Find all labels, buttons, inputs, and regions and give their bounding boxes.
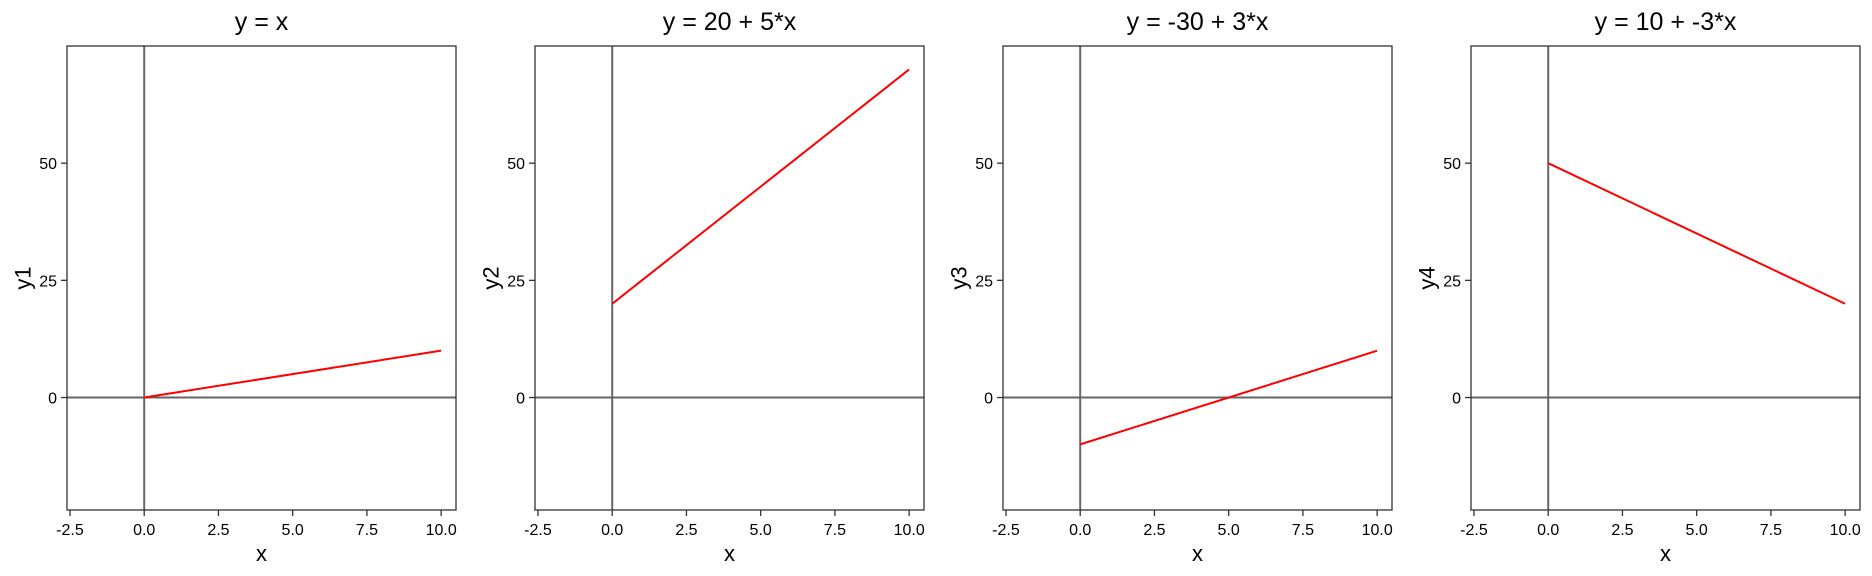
y-tick-label: 0 [984,391,993,408]
x-tick-label: -2.5 [524,522,552,539]
x-axis-label: x [1192,541,1203,566]
y-tick-label: 50 [39,156,57,173]
panel-title: y = 20 + 5*x [663,8,797,36]
x-tick-label: 5.0 [1218,522,1240,539]
x-tick-label: 7.5 [356,522,378,539]
series-line [1079,349,1378,446]
x-tick-label: 5.0 [1686,522,1708,539]
x-tick-label: 0.0 [1537,522,1559,539]
y-tick-label: 50 [1443,156,1461,173]
panel-title: y = 10 + -3*x [1595,8,1737,36]
y-tick-label: 25 [507,273,525,290]
series-line [611,68,910,305]
plot-frame [66,45,457,511]
panel-3: y = -30 + 3*x x y3 -2.5 0.0 2.5 5.0 7.5 10.0 0… [947,8,1393,566]
x-tick-label: 0.0 [133,522,155,539]
x-axis-label: x [256,541,267,566]
series-line [144,349,442,399]
y-tick-label: 25 [39,273,57,290]
panel-title: y = -30 + 3*x [1127,8,1269,36]
x-tick-label: 2.5 [1611,522,1633,539]
x-tick-label: -2.5 [992,522,1020,539]
y-axis-label: y2 [479,266,504,289]
x-tick-label: -2.5 [56,522,84,539]
x-tick-label: 10.0 [1830,522,1861,539]
y-axis-label: y1 [11,266,36,289]
x-tick-label: 10.0 [426,522,457,539]
panel-2: y = 20 + 5*x x y2 -2.5 0.0 2.5 5.0 7.5 10.0 0 2… [479,8,925,566]
x-tick-label: 7.5 [1292,522,1314,539]
panel-title: y = x [235,8,289,36]
y-tick-label: 25 [1443,273,1461,290]
y-tick-label: 50 [507,156,525,173]
x-tick-label: 5.0 [750,522,772,539]
plot-frame [1002,45,1393,511]
series-line [1547,162,1846,305]
x-tick-label: 0.0 [601,522,623,539]
panel-4: y = 10 + -3*x x y4 -2.5 0.0 2.5 5.0 7.5 10.0 0… [1415,8,1861,566]
plot-frame [1470,45,1861,511]
plot-frame [534,45,925,511]
x-tick-label: 10.0 [1362,522,1393,539]
y-tick-label: 0 [48,391,57,408]
y-tick-label: 25 [975,273,993,290]
y-axis-label: y3 [947,266,972,289]
y-tick-label: 0 [516,391,525,408]
x-tick-label: 10.0 [894,522,925,539]
y-axis-label: y4 [1415,266,1440,289]
x-tick-label: -2.5 [1460,522,1488,539]
x-tick-label: 2.5 [207,522,229,539]
x-axis-label: x [724,541,735,566]
x-tick-label: 7.5 [824,522,846,539]
x-tick-label: 2.5 [675,522,697,539]
y-tick-label: 0 [1452,391,1461,408]
x-tick-label: 7.5 [1760,522,1782,539]
y-tick-label: 50 [975,156,993,173]
x-tick-label: 5.0 [282,522,304,539]
x-axis-label: x [1660,541,1671,566]
panel-1: y = x x y1 -2.5 0.0 2.5 5.0 7.5 10.0 0 25 50 [11,8,457,566]
x-tick-label: 2.5 [1143,522,1165,539]
x-tick-label: 0.0 [1069,522,1091,539]
